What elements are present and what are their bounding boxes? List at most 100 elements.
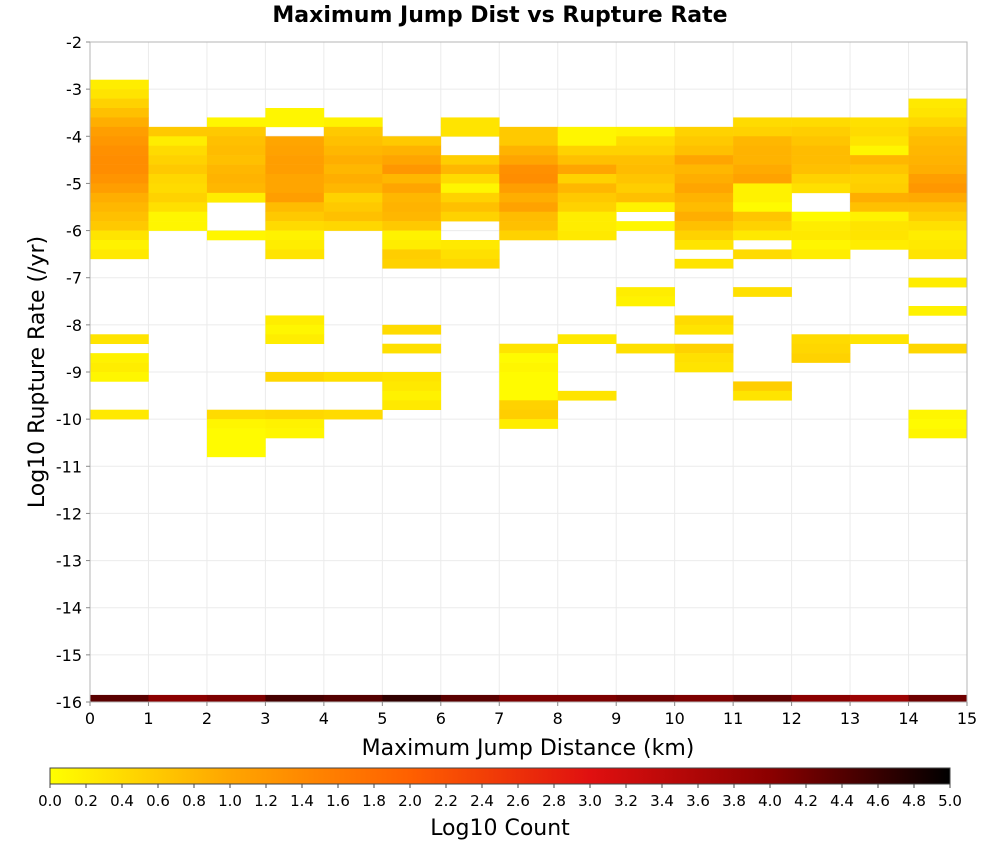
- heatmap-cell: [90, 353, 149, 363]
- heatmap-cell: [382, 240, 442, 250]
- heatmap-cell: [850, 211, 909, 222]
- heatmap-cell: [674, 164, 734, 175]
- heatmap-cell: [90, 155, 149, 165]
- heatmap-cell: [908, 428, 968, 439]
- x-tick-label: 10: [664, 709, 684, 728]
- colorbar-tick-label: 5.0: [938, 792, 962, 810]
- y-tick-label: -8: [66, 316, 82, 335]
- heatmap-cell: [616, 343, 675, 354]
- y-tick-label: -7: [66, 269, 82, 288]
- heatmap-cell: [733, 164, 792, 175]
- heatmap-cell: [674, 694, 734, 702]
- heatmap-cell: [557, 183, 617, 194]
- heatmap-cell: [557, 192, 617, 203]
- heatmap-cell: [265, 324, 325, 335]
- heatmap-cell: [382, 249, 442, 260]
- heatmap-cell: [90, 211, 149, 222]
- heatmap-cell: [265, 211, 325, 222]
- heatmap-cell: [323, 183, 383, 194]
- heatmap-cell: [557, 221, 617, 231]
- heatmap-cell: [148, 164, 208, 175]
- heatmap-cell: [440, 694, 500, 702]
- heatmap-cell: [616, 296, 675, 307]
- heatmap-cell: [791, 694, 851, 702]
- heatmap-cell: [323, 155, 383, 165]
- heatmap-cell: [733, 381, 792, 392]
- heatmap-cell: [674, 145, 734, 156]
- y-axis-ticks: -2 -3 -4 -5 -6 -7 -8 -9 -10 -11 -12 -13 -14 -15 -16: [56, 33, 90, 712]
- heatmap-cell: [733, 211, 792, 222]
- heatmap-cell: [908, 306, 968, 316]
- y-axis-label: Log10 Rupture Rate (/yr): [25, 236, 50, 508]
- heatmap-cell: [499, 174, 559, 184]
- heatmap-cell: [499, 343, 559, 354]
- heatmap-cell: [674, 155, 734, 165]
- heatmap-cell: [908, 136, 968, 147]
- heatmap-cell: [265, 419, 325, 429]
- y-tick-label: -5: [66, 174, 82, 193]
- heatmap-cell: [499, 164, 559, 175]
- heatmap-cell: [206, 183, 266, 194]
- heatmap-cell: [908, 155, 968, 165]
- heatmap-cell: [265, 174, 325, 184]
- heatmap-cell: [382, 174, 442, 184]
- heatmap-cell: [382, 221, 442, 231]
- heatmap-cell: [499, 192, 559, 203]
- heatmap-cell: [674, 343, 734, 354]
- heatmap-cell: [850, 202, 909, 213]
- heatmap-cell: [908, 126, 968, 137]
- heatmap-cell: [557, 211, 617, 222]
- heatmap-cell: [148, 183, 208, 194]
- heatmap-cell: [265, 694, 325, 702]
- heatmap-cell: [382, 258, 442, 269]
- heatmap-cell: [557, 230, 617, 241]
- heatmap-cell: [674, 240, 734, 250]
- heatmap-cell: [791, 126, 851, 137]
- x-axis-label: Maximum Jump Distance (km): [362, 736, 695, 761]
- heatmap-cell: [733, 136, 792, 147]
- heatmap-cell: [850, 174, 909, 184]
- heatmap-cell: [148, 221, 208, 231]
- heatmap-cell: [382, 381, 442, 392]
- x-tick-label: 0: [85, 709, 95, 728]
- y-tick-label: -14: [56, 599, 82, 618]
- heatmap-cell: [265, 428, 325, 439]
- heatmap-cell: [90, 249, 149, 260]
- heatmap-cell: [499, 400, 559, 411]
- y-tick-label: -12: [56, 504, 82, 523]
- heatmap-cell: [323, 221, 383, 231]
- heatmap-cell: [499, 381, 559, 392]
- heatmap-cell: [499, 221, 559, 231]
- heatmap-cell: [90, 145, 149, 156]
- heatmap-cell: [733, 221, 792, 231]
- heatmap-cell: [265, 155, 325, 165]
- heatmap-cell: [499, 694, 559, 702]
- heatmap-cell: [323, 136, 383, 147]
- heatmap-cell: [90, 362, 149, 373]
- heatmap-cell: [148, 192, 208, 203]
- heatmap-cell: [733, 145, 792, 156]
- heatmap-cell: [791, 117, 851, 128]
- colorbar-tick-label: 0.6: [146, 792, 170, 810]
- heatmap-cell: [791, 343, 851, 354]
- heatmap-cell: [499, 390, 559, 401]
- heatmap-cell: [908, 192, 968, 203]
- heatmap-cell: [616, 202, 675, 213]
- heatmap-cell: [90, 126, 149, 137]
- heatmap-cell: [908, 145, 968, 156]
- heatmap-cell: [850, 164, 909, 175]
- heatmap-cell: [674, 174, 734, 184]
- heatmap-cell: [674, 324, 734, 335]
- heatmap-cell: [440, 126, 500, 137]
- heatmap-cell: [674, 315, 734, 326]
- heatmap-cell: [265, 315, 325, 326]
- heatmap-cell: [616, 694, 675, 702]
- heatmap-cell: [382, 390, 442, 401]
- heatmap-cell: [908, 108, 968, 118]
- heatmap-cell: [206, 126, 266, 137]
- heatmap-cell: [499, 409, 559, 420]
- heatmap-cell: [674, 221, 734, 231]
- heatmap-cell: [791, 353, 851, 363]
- heatmap-cell: [206, 145, 266, 156]
- heatmap-cell: [791, 164, 851, 175]
